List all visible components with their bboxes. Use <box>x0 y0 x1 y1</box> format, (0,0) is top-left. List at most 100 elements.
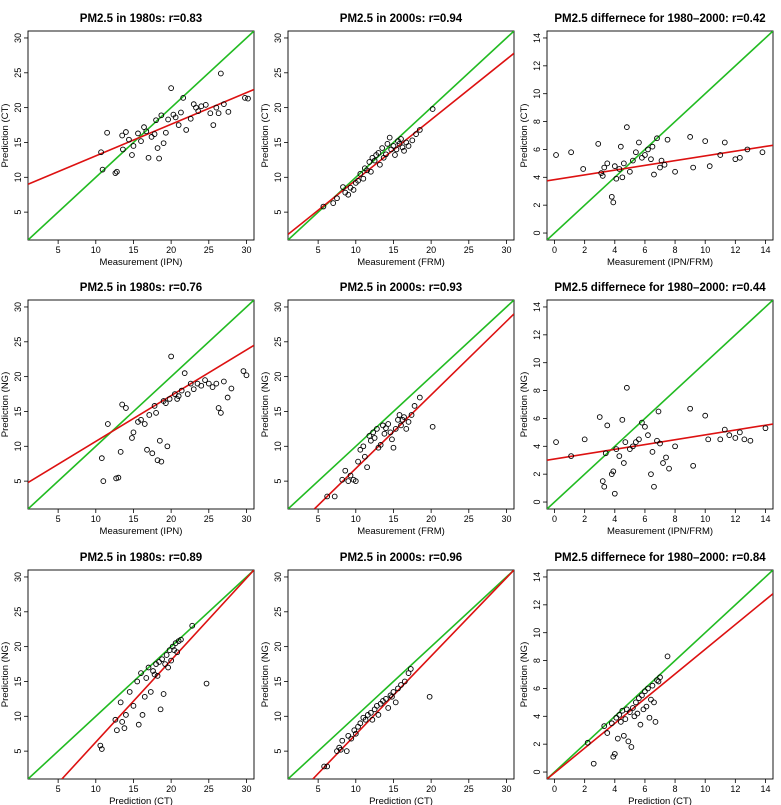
data-point <box>195 108 202 114</box>
data-point <box>150 668 156 674</box>
data-point <box>627 709 633 715</box>
y-tick-label: 4 <box>532 175 542 180</box>
identity-line <box>28 31 254 240</box>
data-point <box>126 689 133 695</box>
y-axis-label: Prediction (NG) <box>260 642 271 707</box>
data-point <box>145 154 152 161</box>
data-point <box>143 128 150 135</box>
data-point <box>160 691 167 697</box>
x-axis-label: Measurement (IPN) <box>100 257 183 268</box>
data-point <box>168 657 174 664</box>
panel-title: PM2.5 in 1980s: r=0.83 <box>80 13 202 25</box>
data-point <box>162 661 168 667</box>
data-point <box>624 384 630 391</box>
y-tick-label: 30 <box>13 302 23 312</box>
data-point <box>366 433 373 439</box>
data-point <box>112 170 119 176</box>
data-point <box>604 160 611 167</box>
data-point <box>737 429 743 436</box>
data-point <box>702 412 709 419</box>
data-point <box>405 670 412 676</box>
data-point <box>243 372 250 379</box>
data-point <box>156 659 162 665</box>
data-point <box>159 656 165 663</box>
data-point <box>345 732 352 739</box>
x-tick-label: 12 <box>730 245 740 255</box>
data-point <box>172 114 179 121</box>
data-point <box>705 436 712 443</box>
data-point <box>690 462 696 469</box>
data-point <box>215 405 222 411</box>
data-point <box>634 710 641 717</box>
x-axis-label: Prediction (CT) <box>628 796 692 805</box>
data-points <box>584 653 671 767</box>
data-point <box>413 131 419 137</box>
x-tick-label: 10 <box>700 245 710 255</box>
y-tick-label: 0 <box>532 500 542 505</box>
data-point <box>581 436 588 443</box>
data-point <box>337 746 344 753</box>
data-point <box>187 380 194 387</box>
data-point <box>613 714 620 721</box>
data-point <box>130 143 137 149</box>
data-point <box>398 422 404 429</box>
data-point <box>399 144 406 151</box>
y-tick-label: 6 <box>532 416 542 421</box>
data-point <box>163 129 169 136</box>
data-point <box>392 699 399 706</box>
data-point <box>151 403 158 409</box>
data-point <box>649 449 656 455</box>
data-point <box>144 446 150 453</box>
data-point <box>123 129 129 135</box>
data-point <box>370 429 376 436</box>
y-tick-label: 15 <box>13 137 23 147</box>
plot-frame <box>27 569 255 780</box>
plot-frame <box>27 299 255 510</box>
x-tick-label: 2 <box>582 514 587 524</box>
data-point <box>630 705 636 711</box>
y-tick-label: 14 <box>532 572 542 582</box>
y-tick-label: 14 <box>532 302 542 312</box>
data-point <box>352 478 359 484</box>
y-tick-label: 2 <box>532 742 542 747</box>
data-point <box>625 738 632 745</box>
scatter-panel-1: PM2.5 in 1980s: r=0.83 5 10 15 20 25 30 5 10 15 20… <box>0 13 255 268</box>
data-point <box>568 149 574 156</box>
data-point <box>119 719 126 725</box>
data-points <box>321 666 433 770</box>
data-point <box>154 673 161 679</box>
data-point <box>610 753 617 760</box>
data-point <box>119 401 126 408</box>
data-point <box>166 396 173 402</box>
y-tick-label: 8 <box>532 388 542 393</box>
data-point <box>616 453 623 459</box>
data-point <box>599 478 606 484</box>
data-point <box>762 425 769 432</box>
data-point <box>604 730 611 736</box>
fit-lines <box>288 570 514 779</box>
data-points <box>320 106 436 210</box>
data-point <box>324 763 331 770</box>
data-point <box>360 443 367 450</box>
data-point <box>178 109 184 116</box>
data-point <box>429 106 436 112</box>
data-point <box>114 727 120 734</box>
data-point <box>135 130 141 137</box>
regression-line <box>28 344 254 484</box>
data-point <box>209 384 216 390</box>
data-point <box>637 721 644 728</box>
data-point <box>721 426 728 433</box>
x-tick-label: 0 <box>552 514 557 524</box>
data-points <box>98 353 250 484</box>
x-tick-label: 12 <box>730 784 740 794</box>
data-point <box>407 666 414 672</box>
data-point <box>141 124 147 130</box>
y-tick-label: 15 <box>273 137 283 147</box>
panel-title: PM2.5 in 2000s: r=0.96 <box>340 552 462 564</box>
data-point <box>654 677 660 683</box>
data-point <box>119 132 126 139</box>
data-point <box>361 453 368 460</box>
y-tick-label: 10 <box>13 711 23 721</box>
data-point <box>225 108 232 115</box>
data-point <box>620 460 627 466</box>
